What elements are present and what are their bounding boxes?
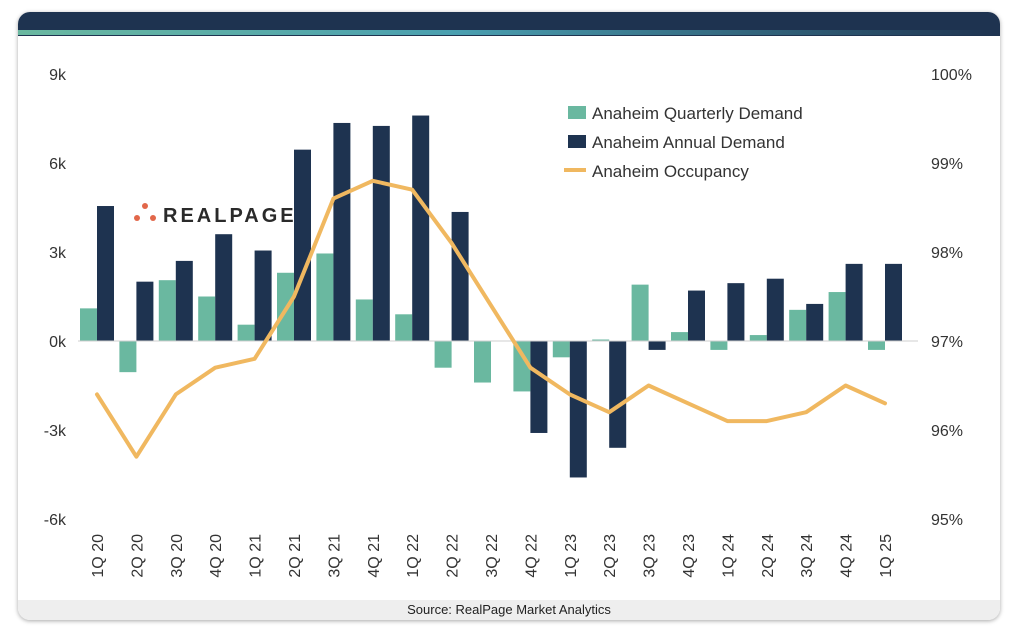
demand-occupancy-chart: -6k -3k 0k 3k 6k 9k 95% 96% 97% 98% 99% 100% 1Q 20… [44, 67, 972, 578]
quarterly-demand-bar [395, 314, 413, 341]
annual-demand-bar [609, 341, 627, 448]
right-tick-label: 100% [931, 67, 972, 84]
chart-card: -6k -3k 0k 3k 6k 9k 95% 96% 97% 98% 99% 100% 1Q 20… [18, 12, 1000, 620]
annual-demand-bar [569, 341, 587, 478]
left-axis: -6k -3k 0k 3k 6k 9k [44, 67, 67, 529]
legend-label-occupancy: Anaheim Occupancy [592, 162, 749, 181]
bar-series [80, 115, 902, 478]
x-tick-label: 1Q 21 [248, 534, 265, 578]
quarterly-demand-bar [119, 341, 137, 373]
right-tick-label: 96% [931, 423, 963, 440]
x-tick-label: 3Q 22 [484, 534, 501, 578]
annual-demand-bar [333, 122, 351, 341]
annual-demand-bar [215, 234, 233, 341]
header-accent-stripe [18, 30, 1000, 35]
x-tick-label: 1Q 24 [720, 534, 737, 578]
annual-demand-bar [845, 263, 863, 341]
x-tick-label: 1Q 22 [405, 534, 422, 578]
left-tick-label: 3k [49, 245, 67, 262]
x-tick-label: 3Q 20 [169, 534, 186, 578]
annual-demand-bar [97, 206, 114, 341]
annual-demand-bar [451, 211, 469, 341]
x-tick-label: 4Q 22 [523, 534, 540, 578]
annual-demand-bar [412, 115, 430, 342]
x-tick-label: 1Q 25 [878, 534, 895, 578]
annual-demand-bar [372, 125, 390, 342]
left-tick-label: -6k [44, 512, 67, 529]
right-tick-label: 95% [931, 512, 963, 529]
quarterly-demand-bar [355, 299, 373, 341]
annual-demand-bar [175, 260, 193, 341]
quarterly-demand-bar [789, 309, 807, 341]
legend-label-annual: Anaheim Annual Demand [592, 133, 785, 152]
right-axis: 95% 96% 97% 98% 99% 100% [931, 67, 972, 529]
quarterly-demand-bar [868, 341, 885, 350]
x-tick-label: 3Q 23 [642, 534, 659, 578]
x-tick-label: 2Q 20 [129, 534, 146, 578]
quarterly-demand-bar [710, 341, 728, 350]
left-tick-label: 6k [49, 156, 67, 173]
x-tick-label: 4Q 24 [839, 534, 856, 578]
logo-dot [150, 215, 156, 221]
logo-text: REALPAGE [163, 205, 297, 227]
right-tick-label: 99% [931, 156, 963, 173]
annual-demand-bar [136, 281, 154, 341]
x-tick-label: 2Q 22 [445, 534, 462, 578]
logo-dot [134, 215, 140, 221]
legend-swatch-annual [568, 135, 586, 148]
x-tick-label: 1Q 20 [90, 534, 107, 578]
realpage-logo: REALPAGE [134, 203, 297, 227]
right-tick-label: 98% [931, 245, 963, 262]
legend-swatch-quarterly [568, 106, 586, 119]
source-note: Source: RealPage Market Analytics [18, 600, 1000, 620]
annual-demand-bar [885, 263, 902, 341]
x-tick-label: 3Q 21 [326, 534, 343, 578]
annual-demand-bar [806, 303, 824, 341]
quarterly-demand-bar [513, 341, 531, 392]
x-tick-label: 4Q 20 [208, 534, 225, 578]
annual-demand-bar [727, 283, 745, 341]
x-tick-label: 4Q 21 [366, 534, 383, 578]
x-tick-label: 2Q 23 [602, 534, 619, 578]
x-tick-label: 2Q 21 [287, 534, 304, 578]
quarterly-demand-bar [631, 284, 649, 341]
left-tick-label: 0k [49, 334, 67, 351]
quarterly-demand-bar [316, 253, 334, 341]
quarterly-demand-bar [80, 308, 97, 341]
x-tick-label: 3Q 24 [799, 534, 816, 578]
annual-demand-bar [530, 341, 548, 433]
x-tick-label: 2Q 24 [760, 534, 777, 578]
occupancy-line [95, 178, 887, 459]
quarterly-demand-bar [158, 280, 176, 341]
logo-dot [142, 203, 148, 209]
quarterly-demand-bar [198, 296, 216, 341]
quarterly-demand-bar [828, 292, 846, 341]
annual-demand-bar [688, 290, 705, 341]
annual-demand-bar [294, 149, 311, 341]
legend-label-quarterly: Anaheim Quarterly Demand [592, 104, 803, 123]
quarterly-demand-bar [592, 339, 610, 341]
annual-demand-bar [254, 250, 272, 341]
quarterly-demand-bar [237, 324, 255, 341]
quarterly-demand-bar [749, 335, 767, 341]
occupancy-series [95, 178, 887, 459]
quarterly-demand-bar [671, 332, 688, 341]
right-tick-label: 97% [931, 334, 963, 351]
annual-demand-bar [766, 278, 784, 341]
quarterly-demand-bar [474, 341, 491, 383]
x-axis: 1Q 20 2Q 20 3Q 20 4Q 20 1Q 21 2Q 21 3Q 21 4Q 21… [90, 534, 895, 578]
legend: Anaheim Quarterly Demand Anaheim Annual … [564, 104, 803, 181]
left-tick-label: -3k [44, 423, 67, 440]
x-tick-label: 4Q 23 [681, 534, 698, 578]
quarterly-demand-bar [552, 341, 570, 358]
x-tick-label: 1Q 23 [563, 534, 580, 578]
quarterly-demand-bar [434, 341, 452, 368]
left-tick-label: 9k [49, 67, 67, 84]
annual-demand-bar [648, 341, 666, 350]
